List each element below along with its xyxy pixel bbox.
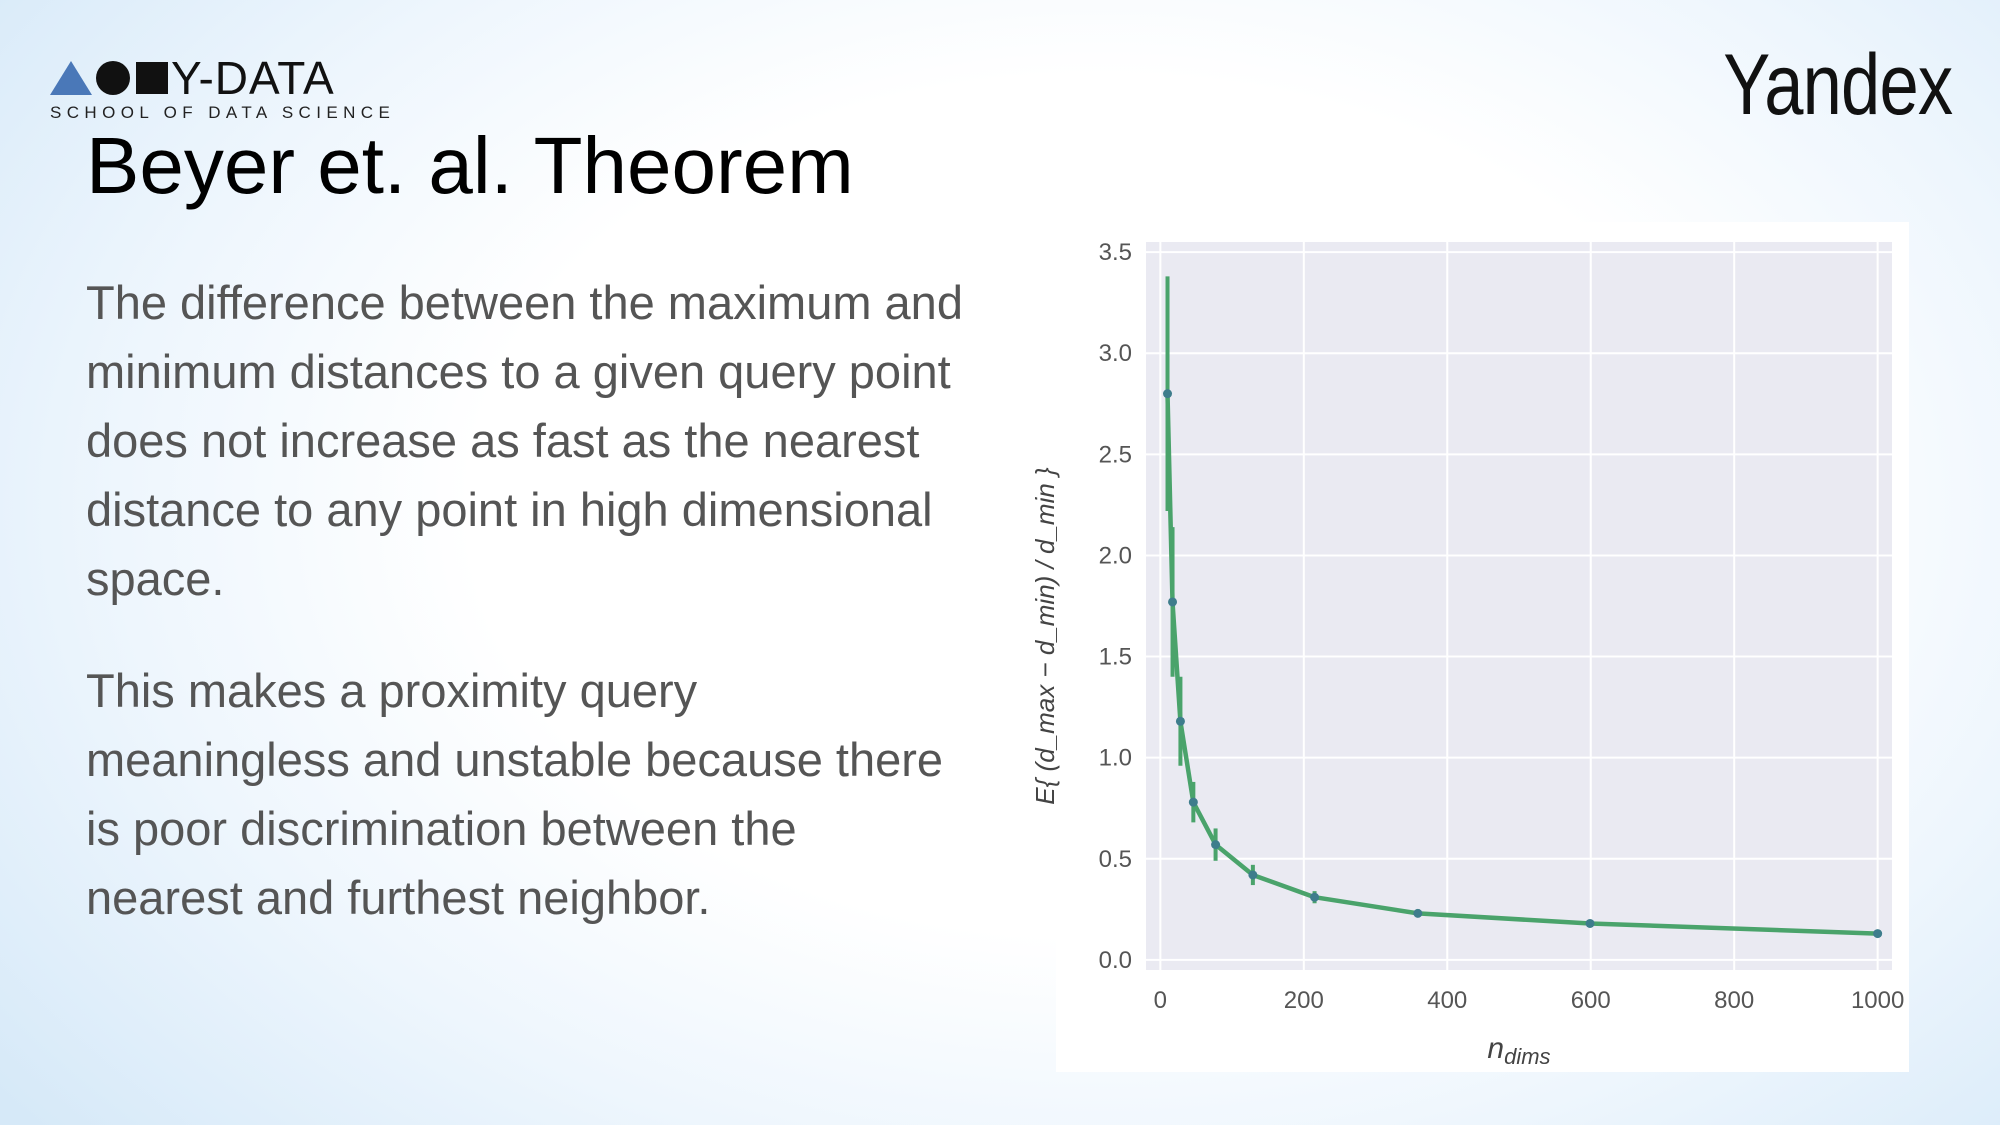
data-point: [1585, 918, 1595, 928]
series-line: [1165, 393, 1878, 936]
x-tick-label: 800: [1714, 987, 1754, 1014]
y-tick-label: 3.5: [1099, 239, 1132, 266]
body-paragraph-2: This makes a proximity query meaningless…: [86, 664, 944, 924]
y-axis-label: E{ (d_max − d_min) / d_min }: [1030, 467, 1060, 805]
y-tick-label: 2.5: [1099, 441, 1132, 468]
data-point: [1175, 716, 1185, 726]
logo-name: Y-DATA: [171, 52, 335, 104]
data-point: [1413, 908, 1423, 918]
chart-container: 0 200 400 600 800 1000 0.0 0.5 1.0 1.5 2.0 2.5 3.0 3.…: [1000, 222, 1909, 1072]
triangle-icon: [50, 61, 92, 95]
body-paragraph-1: The difference between the maximum and m…: [86, 276, 963, 605]
data-point: [1163, 389, 1173, 399]
x-tick-label: 0: [1154, 987, 1167, 1014]
y-tick-label: 2.0: [1099, 542, 1132, 569]
data-point: [1873, 929, 1883, 939]
slide-title: Beyer et. al. Theorem: [86, 121, 854, 210]
ydata-logo: Y-DATA SCHOOL OF DATA SCIENCE: [50, 55, 395, 123]
y-tick-label: 1.5: [1099, 644, 1132, 671]
data-point: [1168, 597, 1178, 607]
yandex-logo: Yandex: [1722, 37, 1953, 133]
data-point: [1310, 892, 1320, 902]
x-tick-label: 400: [1427, 987, 1467, 1014]
x-tick-label: 200: [1284, 987, 1324, 1014]
y-tick-label: 1.0: [1099, 745, 1132, 772]
logo-subtitle: SCHOOL OF DATA SCIENCE: [50, 103, 396, 122]
y-tick-label: 3.0: [1099, 340, 1132, 367]
y-tick-label: 0.5: [1099, 846, 1132, 873]
circle-icon: [96, 61, 130, 95]
square-icon: [136, 62, 168, 94]
data-point: [1188, 797, 1198, 807]
x-tick-label: 1000: [1851, 987, 1904, 1014]
plot-area: [1146, 242, 1892, 970]
x-tick-label: 600: [1571, 987, 1611, 1014]
x-axis-label: ndims: [1487, 1032, 1550, 1069]
data-point: [1248, 870, 1258, 880]
line-chart: 0 200 400 600 800 1000 0.0 0.5 1.0 1.5 2.0 2.5 3.0 3.…: [1030, 239, 1904, 1069]
y-tick-label: 0.0: [1099, 947, 1132, 974]
data-point: [1211, 840, 1221, 850]
